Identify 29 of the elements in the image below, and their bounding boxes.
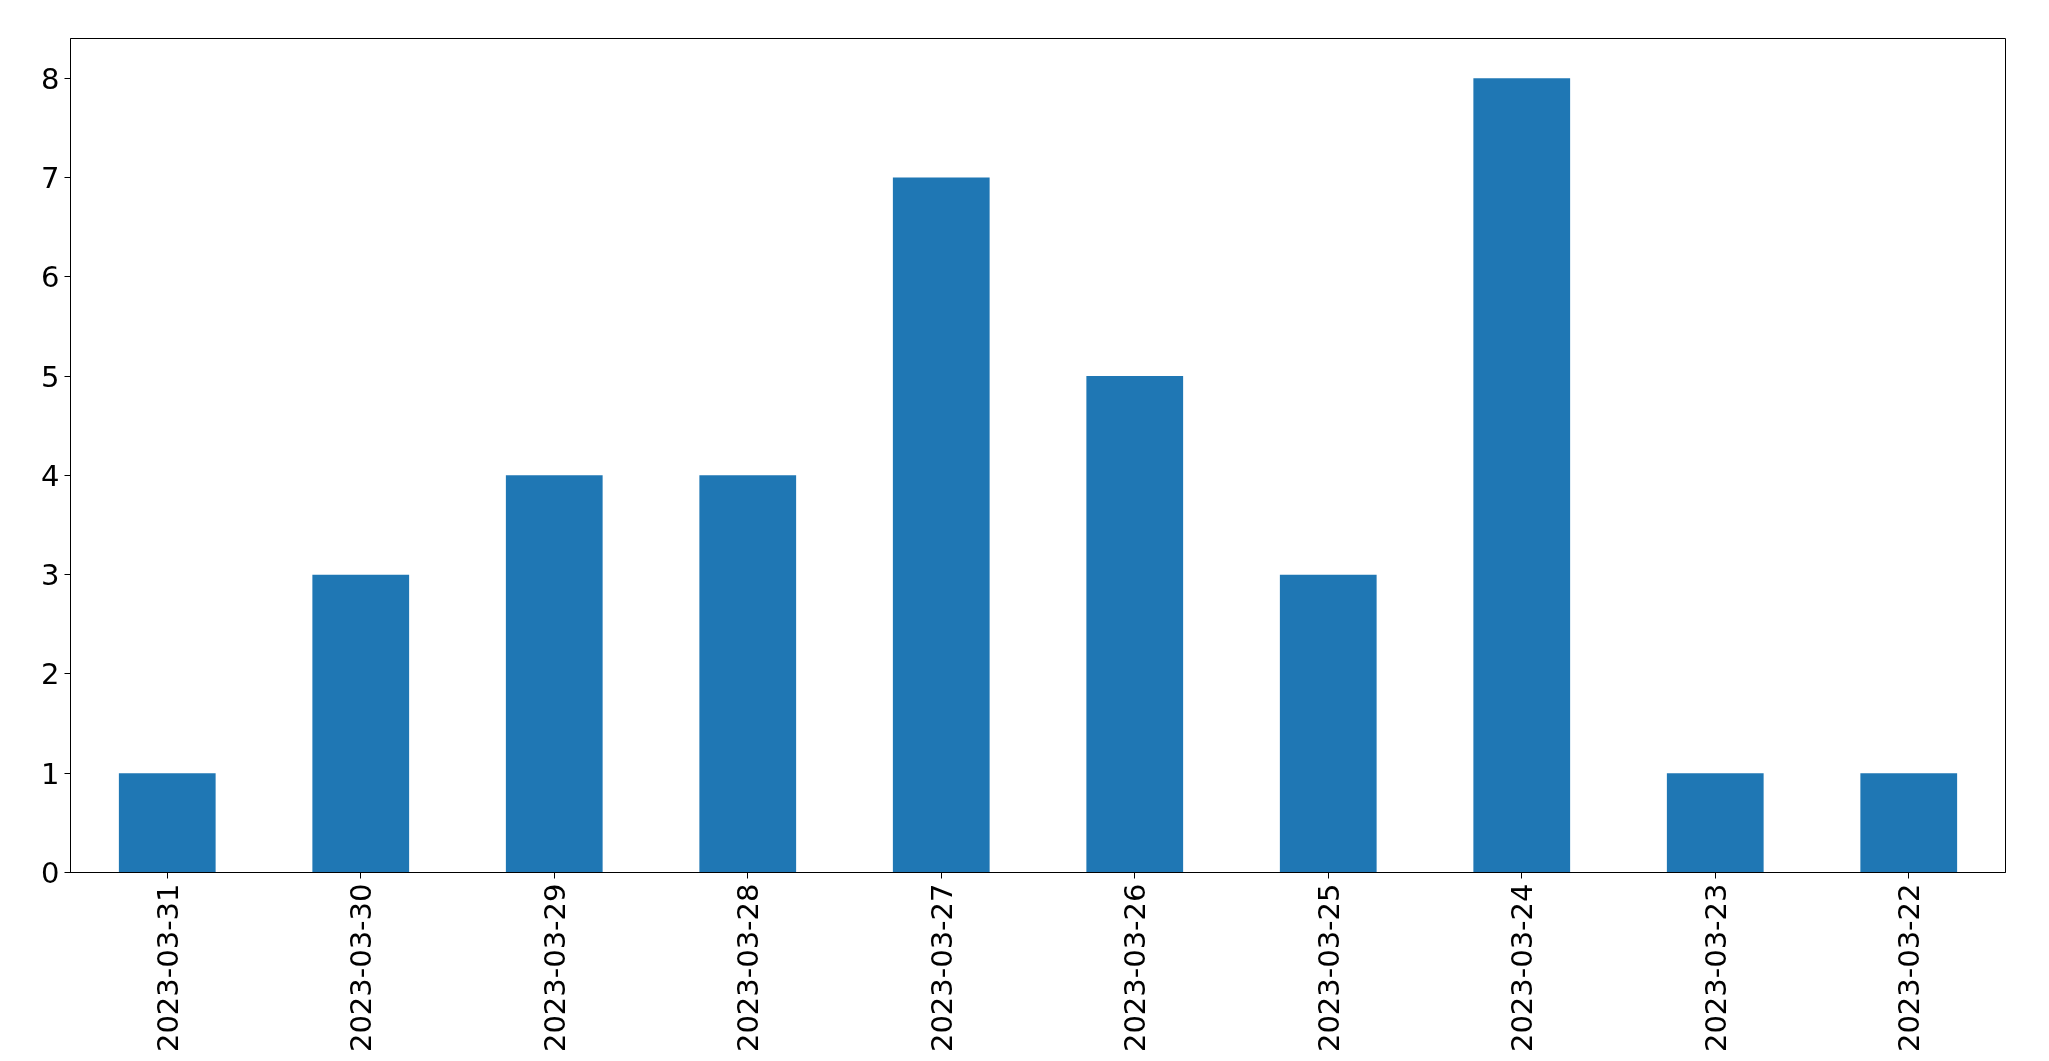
bar bbox=[892, 177, 990, 873]
bar bbox=[312, 574, 410, 873]
x-tick-label: 2023-03-28 bbox=[731, 883, 766, 1053]
bar bbox=[1279, 574, 1377, 873]
x-tick-label: 2023-03-29 bbox=[537, 883, 572, 1053]
bar bbox=[118, 773, 216, 873]
bar bbox=[1666, 773, 1764, 873]
bar bbox=[1860, 773, 1958, 873]
y-tick-label: 1 bbox=[41, 756, 60, 791]
x-tick-label: 2023-03-24 bbox=[1505, 883, 1540, 1053]
x-tick-label: 2023-03-26 bbox=[1118, 883, 1153, 1053]
y-tick-label: 0 bbox=[41, 856, 60, 890]
bar bbox=[699, 475, 797, 873]
bar bbox=[1473, 78, 1571, 873]
y-tick-label: 3 bbox=[41, 558, 60, 593]
y-tick-label: 7 bbox=[41, 161, 60, 195]
x-tick-label: 2023-03-27 bbox=[924, 883, 959, 1053]
y-tick-label: 2 bbox=[41, 657, 60, 692]
bar bbox=[1086, 376, 1184, 873]
x-tick-label: 2023-03-30 bbox=[344, 883, 379, 1053]
x-tick-label: 2023-03-31 bbox=[150, 883, 185, 1053]
y-tick-label: 8 bbox=[41, 61, 60, 96]
x-tick-label: 2023-03-23 bbox=[1698, 883, 1733, 1053]
bar bbox=[505, 475, 603, 873]
y-tick-label: 6 bbox=[41, 260, 60, 295]
y-tick-label: 4 bbox=[41, 458, 60, 493]
x-tick-label: 2023-03-25 bbox=[1311, 883, 1346, 1053]
x-tick-label: 2023-03-22 bbox=[1892, 883, 1927, 1053]
y-tick-label: 5 bbox=[41, 359, 60, 394]
